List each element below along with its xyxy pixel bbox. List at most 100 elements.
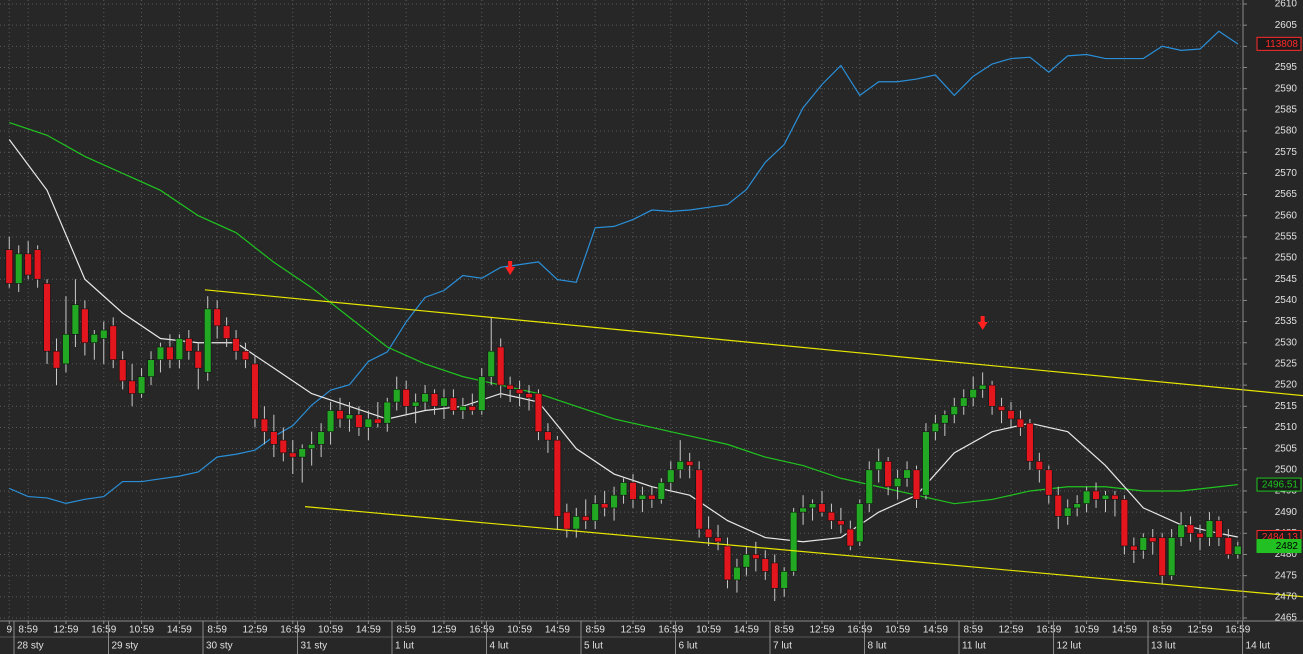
trendline [204,289,1303,397]
y-tick-label: 2550 [1275,253,1298,264]
candle-body [714,537,722,543]
x-tick-label: 12:59 [242,625,267,636]
candle-body [941,414,949,424]
date-label: 31 sty [300,641,327,652]
x-tick-label: 12:59 [1187,625,1212,636]
candle-body [270,431,278,445]
x-tick-label: 8:59 [18,625,38,636]
candle-body [487,350,495,377]
candle-body [1139,537,1148,551]
candle-body [506,384,514,390]
candle-body [676,461,684,471]
price-tag-box [1256,36,1302,51]
candle-body [960,397,968,407]
date-label: 29 sty [111,641,138,652]
candle-body [289,452,297,458]
candle-body [402,389,410,407]
candle-body [600,503,609,509]
candle-body [1111,494,1119,500]
candle-body [1101,494,1110,500]
candle-body [33,249,42,280]
y-tick-label: 2585 [1275,105,1298,116]
x-tick-label: 14:59 [167,625,192,636]
candle-body [298,448,306,458]
price-tag: 113808 [1265,39,1298,50]
x-tick-label: 8:59 [585,625,605,636]
candle-body [837,520,845,526]
candle-body [459,405,467,411]
candle-body [62,333,70,365]
x-tick-label: 8:59 [396,625,416,636]
candle-body [468,405,477,411]
candle-body [667,469,675,483]
x-tick-label: 16:59 [469,625,494,636]
candle-body [430,393,439,407]
candle-body [147,359,155,377]
x-tick-label: 8:59 [207,625,227,636]
candle-body [345,414,354,420]
x-tick-label: 12:59 [809,625,834,636]
candle-body [780,571,788,589]
candle-body [71,304,80,335]
candle-body [1035,461,1044,471]
y-tick-label: 2525 [1275,359,1298,370]
candle-body [128,380,136,394]
y-tick-label: 2470 [1275,591,1298,602]
plot-area [5,30,1242,602]
x-tick-label: 9 [6,625,12,636]
candle-body [421,393,429,403]
candle-body [137,376,146,394]
y-tick-label: 2610 [1275,0,1298,10]
candle-body [213,308,221,327]
candle-body [52,350,61,369]
x-tick-label: 10:59 [885,625,910,636]
candle-body [1186,524,1195,534]
candle-body [478,376,486,411]
candle-body [166,346,174,360]
candle-body [260,418,269,432]
candle-body [1158,537,1166,576]
date-label: 13 lut [1151,641,1176,652]
x-tick-label: 12:59 [620,625,645,636]
candle-body [723,545,732,581]
candle-body [648,494,656,500]
candle-body [912,469,921,500]
y-tick-label: 2510 [1275,422,1298,433]
x-tick-label: 10:59 [696,625,721,636]
candle-body [1073,503,1081,509]
y-tick-label: 2530 [1275,337,1298,348]
date-label: 12 lut [1057,641,1082,652]
candle-body [355,414,363,428]
x-tick-label: 12:59 [998,625,1023,636]
candle-body [336,410,344,420]
y-tick-label: 2590 [1275,83,1298,94]
candle-body [789,511,798,572]
date-label: 28 sty [17,641,44,652]
candle-body [156,346,165,360]
candle-body [563,511,571,530]
x-tick-label: 12:59 [431,625,456,636]
candle-body [43,283,51,352]
candle-body [393,389,401,403]
x-tick-label: 16:59 [847,625,872,636]
candle-body [1177,524,1185,538]
x-tick-label: 16:59 [280,625,305,636]
date-label: 4 lut [490,641,509,652]
x-tick-label: 14:59 [923,625,948,636]
x-tick-label: 16:59 [91,625,116,636]
x-tick-label: 10:59 [129,625,154,636]
candle-body [553,439,562,517]
y-tick-label: 2535 [1275,316,1298,327]
candle-body [1196,533,1204,538]
candle-body [1026,422,1034,462]
candle-body [997,405,1006,411]
candle-body [742,554,751,568]
candle-body [591,503,599,521]
x-tick-label: 14:59 [734,625,759,636]
candle-body [1016,418,1025,428]
y-tick-label: 2505 [1275,443,1298,454]
x-tick-label: 10:59 [1074,625,1099,636]
candle-body [222,325,231,339]
candle-body [884,461,892,488]
